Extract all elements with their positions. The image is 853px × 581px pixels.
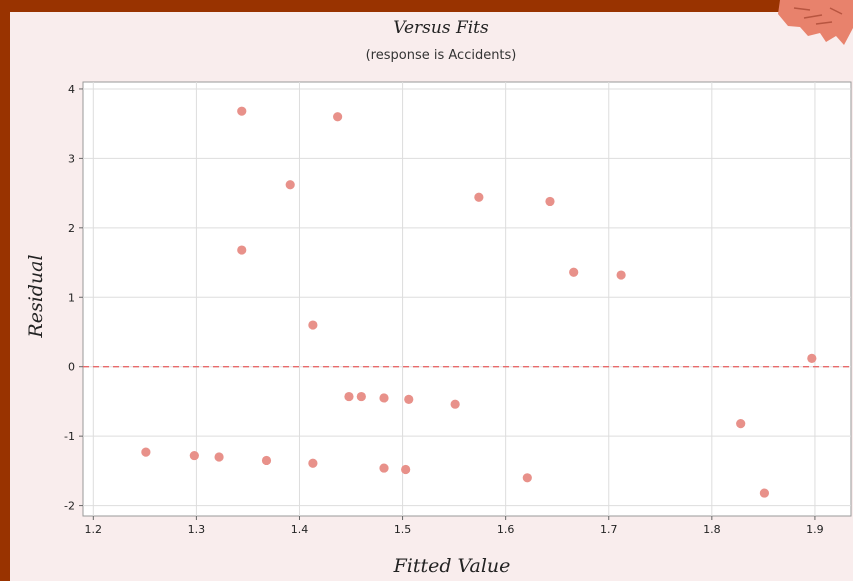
y-axis-ticks: -2 -1 0 1 2 3 4 — [64, 83, 83, 513]
data-points — [141, 106, 817, 498]
data-point — [379, 393, 389, 403]
data-point — [616, 270, 626, 280]
data-point — [807, 353, 817, 363]
data-point — [141, 447, 151, 457]
y-axis-label: Residual — [25, 254, 47, 338]
y-tick-label: -2 — [64, 500, 75, 513]
y-tick-label: 4 — [68, 83, 75, 96]
y-tick-label: -1 — [64, 430, 75, 443]
data-point — [404, 394, 414, 404]
data-point — [759, 488, 770, 498]
data-point — [344, 391, 354, 402]
x-tick-label: 1.3 — [188, 523, 206, 536]
data-point — [545, 196, 555, 207]
corner-decoration-icon — [778, 0, 853, 45]
data-point — [401, 464, 411, 475]
data-point — [379, 463, 389, 473]
data-point — [450, 399, 460, 409]
x-tick-label: 1.9 — [806, 523, 824, 536]
data-point — [333, 112, 343, 122]
data-point — [356, 391, 366, 402]
data-point — [474, 192, 484, 202]
x-tick-label: 1.4 — [291, 523, 309, 536]
y-tick-label: 3 — [68, 152, 75, 165]
data-point — [522, 473, 532, 483]
chart-subtitle: (response is Accidents) — [366, 48, 517, 63]
data-point — [308, 458, 318, 468]
y-tick-label: 0 — [68, 361, 75, 374]
x-axis-ticks: 1.2 1.3 1.4 1.5 1.6 1.7 1.8 1.9 — [85, 516, 824, 536]
data-point — [308, 320, 318, 330]
data-point — [237, 245, 247, 255]
data-point — [285, 180, 295, 190]
data-point — [189, 450, 199, 461]
data-point — [261, 455, 272, 466]
y-tick-label: 2 — [68, 222, 75, 235]
x-tick-label: 1.2 — [85, 523, 103, 536]
x-tick-label: 1.8 — [703, 523, 721, 536]
data-point — [736, 419, 746, 429]
data-point — [237, 106, 247, 116]
y-tick-label: 1 — [68, 291, 75, 304]
x-tick-label: 1.5 — [394, 523, 412, 536]
chart-title: Versus Fits — [393, 18, 489, 38]
data-point — [214, 452, 224, 462]
data-point — [569, 267, 579, 277]
x-tick-label: 1.7 — [600, 523, 618, 536]
x-tick-label: 1.6 — [497, 523, 515, 536]
x-axis-label: Fitted Value — [393, 555, 511, 577]
plot-area — [82, 81, 852, 517]
